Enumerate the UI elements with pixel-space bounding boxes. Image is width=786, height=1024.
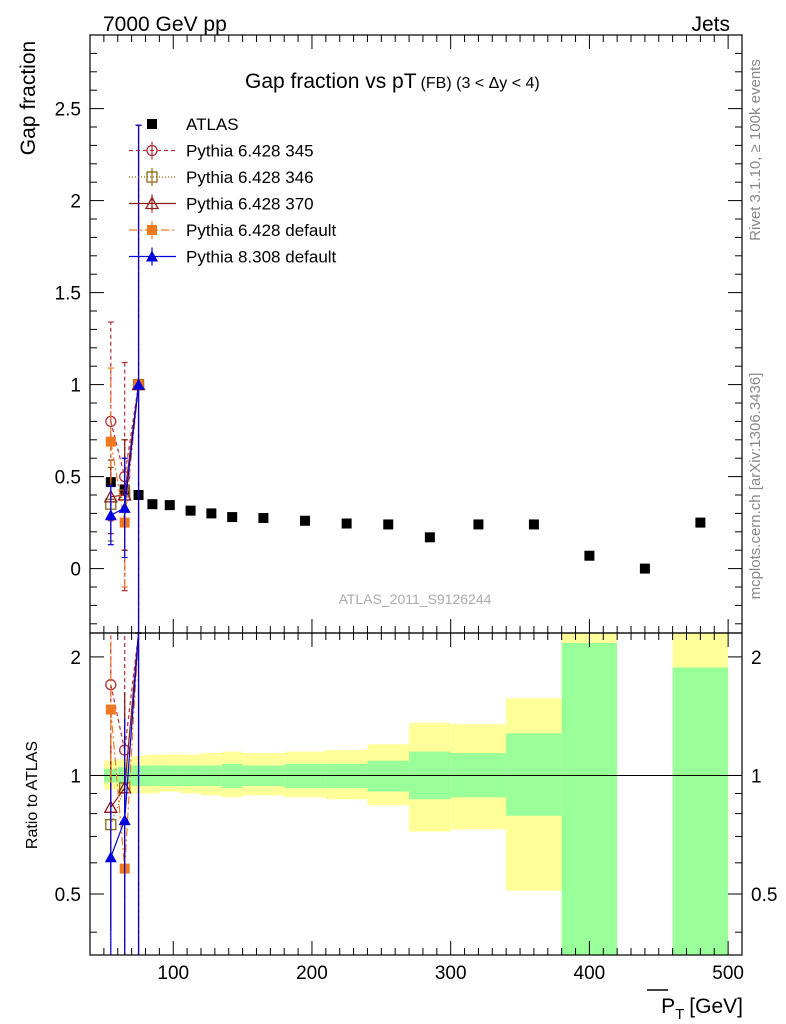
legend-entry: Pythia 6.428 346: [129, 168, 314, 187]
band-green: [672, 667, 729, 955]
ratio-y-tick-label: 2: [70, 648, 81, 669]
data-point: [118, 501, 131, 513]
data-point: [164, 500, 175, 511]
x-axis-label: PT [GeV]: [661, 995, 743, 1023]
data-point: [341, 518, 352, 529]
header-left: 7000 GeV pp: [103, 13, 227, 36]
legend-marker: [144, 196, 160, 210]
ratio-ylabel: Ratio to ATLAS: [24, 741, 41, 849]
x-tick-label: 500: [712, 963, 744, 984]
x-tick-label: 100: [157, 963, 189, 984]
legend-entry: Pythia 6.428 default: [129, 221, 337, 240]
legend-label: Pythia 6.428 default: [186, 221, 337, 240]
data-point: [258, 513, 269, 523]
ratio-frame: [89, 632, 743, 956]
x-axis-label-main: P: [661, 995, 675, 1018]
x-axis-label-sub: T: [675, 1006, 684, 1023]
y-tick-label: 1: [70, 376, 81, 397]
ratio-point: [105, 704, 116, 715]
band-green: [561, 642, 618, 955]
data-point: [104, 509, 117, 521]
legend-label: Pythia 6.428 346: [186, 168, 314, 187]
ratio-series-2: [103, 632, 140, 955]
legend-marker: [147, 119, 157, 129]
ratio-point: [118, 814, 131, 826]
ratio-y-tick-label-right: 2: [751, 648, 762, 669]
y-tick-label: 0: [70, 560, 81, 581]
legend-entry: Pythia 6.428 370: [129, 194, 314, 214]
data-point: [584, 550, 595, 561]
data-point: [473, 519, 484, 530]
ratio-panel-marks: [103, 632, 140, 955]
data-point: [185, 505, 196, 516]
y-tick-label: 2: [70, 192, 81, 213]
band-green: [367, 760, 410, 792]
ratio-y-tick-label-right: 0.5: [751, 885, 777, 906]
ratio-series-4: [104, 632, 140, 955]
data-point: [639, 563, 650, 574]
x-axis-label-unit: [GeV]: [689, 995, 743, 1018]
data-point: [206, 508, 217, 519]
ratio-y-tick-label-right: 1: [751, 766, 762, 787]
x-tick-label: 400: [574, 963, 606, 984]
legend: ATLAS Pythia 6.428 345 Pythia 6.428 346 Pyt…: [129, 115, 337, 267]
legend-marker: [146, 171, 158, 183]
legend-entry: Pythia 8.308 default: [129, 247, 337, 267]
ratio-point: [104, 851, 117, 863]
side-label-bottom: mcplots.cern.ch [arXiv:1306.3436]: [747, 373, 764, 600]
data-point: [105, 436, 116, 447]
legend-label: ATLAS: [186, 115, 239, 134]
data-point: [383, 519, 394, 530]
y-tick-label: 0.5: [55, 468, 81, 489]
series-5: [104, 124, 145, 634]
x-tick-label: 200: [296, 963, 328, 984]
ratio-uncertainty-bands: [90, 633, 742, 955]
header-right: Jets: [691, 13, 730, 36]
legend-marker: [146, 250, 158, 262]
chart-title-sub: (FB) (3 < Δy < 4): [421, 75, 540, 92]
axes: 100 200 300 400 500 0 0.5 1 1.5 2 2.5 0.5 0.5 1 1 2 2: [55, 34, 777, 984]
data-point: [528, 519, 539, 530]
band-green: [506, 733, 562, 816]
data-point: [147, 499, 158, 510]
ratio-line: [110, 632, 140, 869]
legend-marker: [146, 144, 158, 157]
main-panel-marks: [103, 124, 706, 634]
ratio-y-tick-label: 1: [70, 766, 81, 787]
y-tick-label: 1.5: [55, 284, 81, 305]
legend-entry: ATLAS: [147, 115, 239, 134]
ratio-y-tick-label: 0.5: [55, 885, 81, 906]
chart-title: Gap fraction vs pT (FB) (3 < Δy < 4): [245, 70, 540, 93]
x-tick-label: 300: [435, 963, 467, 984]
data-point: [424, 532, 435, 543]
data-point: [227, 512, 238, 523]
legend-label: Pythia 6.428 370: [186, 195, 314, 214]
side-label-top: Rivet 3.1.10, ≥ 100k events: [747, 59, 764, 241]
chart-title-main: Gap fraction vs pT: [245, 70, 417, 93]
legend-entry: Pythia 6.428 345: [129, 141, 314, 161]
legend-marker: [147, 225, 157, 235]
legend-label: Pythia 6.428 345: [186, 142, 314, 161]
data-point: [695, 517, 706, 528]
legend-label: Pythia 8.308 default: [186, 248, 337, 267]
data-point: [300, 515, 311, 526]
main-ylabel: Gap fraction: [17, 41, 40, 155]
y-tick-label: 2.5: [55, 100, 81, 121]
watermark: ATLAS_2011_S9126244: [339, 591, 492, 607]
series-0: [105, 477, 706, 574]
data-point: [132, 378, 145, 390]
